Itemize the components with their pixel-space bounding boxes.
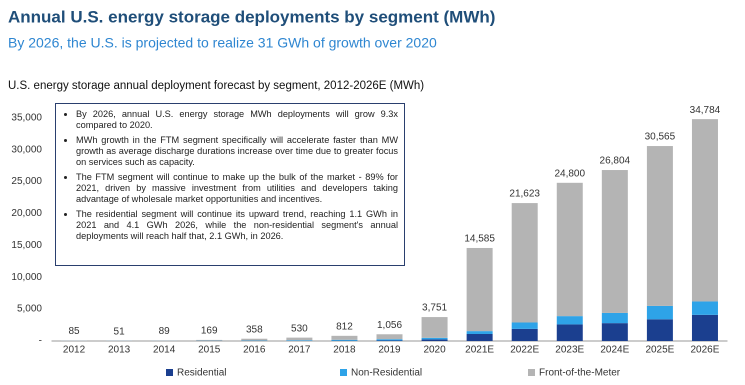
total-label: 30,565 bbox=[645, 132, 676, 143]
chart-title: U.S. energy storage annual deployment fo… bbox=[8, 80, 424, 92]
subtitle: By 2026, the U.S. is projected to realiz… bbox=[8, 35, 437, 51]
total-label: 812 bbox=[336, 321, 353, 332]
bar-segment bbox=[466, 333, 493, 341]
total-label: 169 bbox=[201, 326, 218, 337]
x-tick-label: 2023E bbox=[555, 345, 584, 356]
bar-segment bbox=[241, 338, 268, 341]
x-tick-label: 2021E bbox=[465, 345, 494, 356]
y-tick-label: 5,000 bbox=[17, 304, 42, 315]
bar-segment bbox=[511, 328, 538, 341]
bar-segment bbox=[421, 317, 448, 338]
total-label: 26,804 bbox=[600, 156, 631, 167]
x-tick-label: 2015 bbox=[198, 345, 221, 356]
notes-box: By 2026, annual U.S. energy storage MWh … bbox=[55, 103, 405, 266]
y-tick-label: 25,000 bbox=[11, 176, 42, 187]
x-tick-label: 2019 bbox=[378, 345, 401, 356]
x-tick-label: 2013 bbox=[108, 345, 131, 356]
y-tick-label: 35,000 bbox=[11, 112, 42, 123]
bar-segment bbox=[691, 119, 718, 302]
total-label: 85 bbox=[68, 326, 80, 337]
bar-segment bbox=[331, 339, 358, 341]
x-tick-label: 2022E bbox=[510, 345, 539, 356]
y-tick-label: 10,000 bbox=[11, 272, 42, 283]
total-label: 530 bbox=[291, 323, 308, 334]
x-tick-label: 2012 bbox=[63, 345, 86, 356]
bar-segment bbox=[556, 324, 583, 341]
bar-segment bbox=[511, 203, 538, 323]
bar-segment bbox=[556, 316, 583, 325]
legend-swatch bbox=[340, 369, 347, 376]
total-label: 51 bbox=[114, 326, 126, 337]
note: MWh growth in the FTM segment specifical… bbox=[76, 135, 398, 168]
note: The residential segment will continue it… bbox=[76, 209, 398, 242]
y-tick-label: - bbox=[39, 336, 42, 347]
bar-segment bbox=[286, 340, 313, 341]
total-label: 3,751 bbox=[422, 303, 447, 314]
total-label: 24,800 bbox=[554, 168, 585, 179]
x-tick-label: 2026E bbox=[691, 345, 720, 356]
bar-segment bbox=[286, 337, 313, 341]
x-tick-label: 2018 bbox=[333, 345, 356, 356]
bar-segment bbox=[421, 337, 448, 340]
bar-segment bbox=[466, 331, 493, 334]
bar-segment bbox=[646, 146, 673, 306]
note: The FTM segment will continue to make up… bbox=[76, 172, 398, 205]
bar-segment bbox=[421, 339, 448, 341]
y-tick-label: 15,000 bbox=[11, 240, 42, 251]
bar-segment bbox=[376, 339, 403, 341]
bar-segment bbox=[601, 312, 628, 324]
title: Annual U.S. energy storage deployments b… bbox=[8, 7, 495, 26]
legend-label: Residential bbox=[177, 368, 226, 379]
legend-label: Non-Residential bbox=[351, 368, 422, 379]
x-tick-label: 2025E bbox=[645, 345, 674, 356]
bar-segment bbox=[376, 334, 403, 340]
total-label: 14,585 bbox=[464, 234, 495, 245]
bar-segment bbox=[646, 319, 673, 341]
y-tick-label: 30,000 bbox=[11, 144, 42, 155]
x-tick-label: 2024E bbox=[600, 345, 629, 356]
notes-list: By 2026, annual U.S. energy storage MWh … bbox=[62, 109, 398, 242]
x-tick-label: 2017 bbox=[288, 345, 311, 356]
x-tick-label: 2016 bbox=[243, 345, 266, 356]
legend-swatch bbox=[166, 369, 173, 376]
bar-segment bbox=[556, 182, 583, 317]
total-label: 21,623 bbox=[509, 189, 540, 200]
bar-segment bbox=[511, 322, 538, 329]
bar-segment bbox=[646, 305, 673, 320]
bar-segment bbox=[691, 301, 718, 315]
bar-segment bbox=[376, 340, 403, 341]
bar-segment bbox=[601, 170, 628, 313]
y-tick-label: 20,000 bbox=[11, 208, 42, 219]
legend-swatch bbox=[528, 369, 535, 376]
bar-segment bbox=[466, 247, 493, 332]
bar-segment bbox=[331, 335, 358, 340]
total-label: 89 bbox=[159, 326, 171, 337]
x-tick-label: 2014 bbox=[153, 345, 176, 356]
total-label: 1,056 bbox=[377, 320, 402, 331]
bar-segment bbox=[691, 314, 718, 341]
total-label: 358 bbox=[246, 324, 263, 335]
legend-label: Front-of-the-Meter bbox=[539, 368, 621, 379]
total-label: 34,784 bbox=[690, 105, 721, 116]
bar-segment bbox=[196, 339, 223, 341]
x-tick-label: 2020 bbox=[423, 345, 446, 356]
bar-segment bbox=[601, 323, 628, 341]
note: By 2026, annual U.S. energy storage MWh … bbox=[76, 109, 398, 131]
